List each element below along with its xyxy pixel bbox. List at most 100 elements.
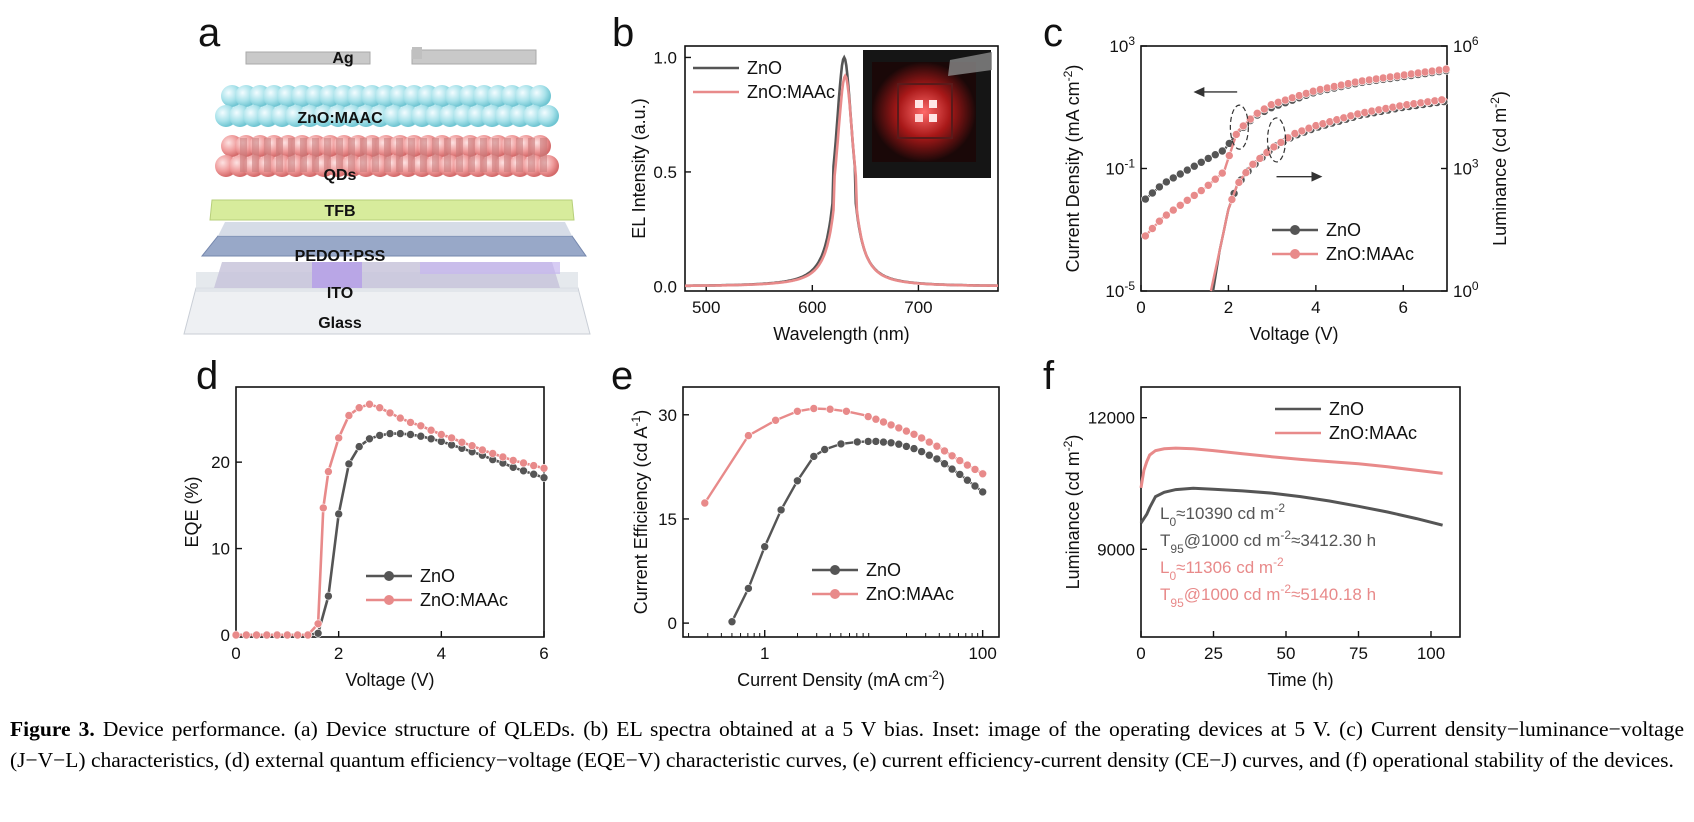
series-line-0 [1139,486,1443,527]
inset-pixel-4 [929,114,937,122]
series-point-3-0 [1227,195,1237,204]
panel-b-label: b [612,11,634,55]
series-point-1-30 [529,461,539,470]
series-point-1-13 [1232,130,1241,139]
series-point-1-0 [231,630,241,640]
series-point-1-10 [324,467,333,476]
series-point-1-7 [863,412,873,421]
series-point-0-4 [1169,173,1178,183]
series-line-1 [685,73,998,288]
series-point-1-20 [963,460,972,470]
series-point-0-10 [1211,150,1220,159]
series-point-1-30 [1350,77,1360,87]
panel-e-label: e [611,354,633,398]
series-point-1-6 [842,406,851,416]
annotation-2: L0≈11306 cd m-2 [1160,555,1284,583]
series-point-1-33 [1371,74,1381,84]
qd-ligand [516,138,523,172]
x-tick-label-3: 6 [539,644,548,663]
series-point-1-14 [365,399,374,409]
layer-label-glass: Glass [318,315,362,332]
series-point-0-8 [1197,158,1206,167]
x-tick-label-1: 2 [1224,298,1233,317]
series-point-1-19 [955,456,965,465]
series-point-0-13 [365,434,374,444]
x-axis-label: Voltage (V) [345,670,434,690]
qd-ligand [540,138,547,172]
pedot-top [218,222,572,236]
series-point-0-11 [344,459,354,469]
y2-tick-label-0: 100 [1453,279,1479,301]
series-point-0-9 [863,437,873,446]
legend-label-1: ZnO:MAAc [747,82,835,102]
series-point-1-29 [1343,79,1353,88]
y-axis-label: EL Intensity (a.u.) [629,98,649,238]
series-point-1-1 [744,431,753,440]
series-point-1-27 [1329,82,1339,91]
series-point-1-4 [272,630,282,640]
inset-pixel-3 [915,114,923,122]
series-point-1-11 [1218,168,1227,178]
legend-marker-1 [830,589,840,599]
series-line-1 [703,407,984,504]
series-point-0-12 [886,438,896,448]
series-point-0-16 [917,447,926,456]
y-tick-label-0: 9000 [1097,540,1135,559]
qd-ligand [456,138,463,172]
layer-label-pedot: PEDOT:PSS [295,248,386,265]
series-point-1-11 [894,423,904,433]
series-point-1-8 [871,414,881,424]
series-point-0-30 [539,473,549,483]
series-point-0-0 [727,617,737,627]
y-axis-label: Current Efficiency (cd A-1) [629,410,651,614]
y-tick-label-1: 12000 [1088,409,1135,428]
qd-ligand [408,138,415,172]
series-point-1-12 [1225,151,1234,160]
series-point-3-30 [1437,95,1447,105]
legend-label-1: ZnO:MAAc [866,584,954,604]
annotation-arrowhead-right [1311,171,1323,182]
series-point-1-2 [1155,216,1164,226]
series-point-1-3 [793,406,802,416]
series-point-0-4 [793,476,802,486]
series-point-1-15 [924,437,934,447]
annotation-0: L0≈10390 cd m-2 [1160,501,1285,529]
series-point-0-6 [1183,165,1192,175]
series-point-0-24 [978,487,988,497]
inset-probe [948,52,992,76]
series-point-1-10 [1211,174,1220,184]
glass-slab [183,287,591,335]
legend-marker-0 [830,565,840,575]
qd-ligand [300,138,307,172]
qd-ligand [336,138,343,172]
series-point-1-5 [825,404,835,414]
series-point-1-2 [252,630,261,640]
legend-marker-0 [384,571,394,581]
series-point-0-13 [894,439,904,449]
caption-text: Device performance. (a) Device structure… [10,717,1684,772]
series-point-0-19 [426,434,436,444]
series-point-0-19 [940,459,949,469]
y-axis-label: Luminance (cd m-2) [1061,435,1083,590]
series-point-1-5 [1176,201,1185,210]
ag-electrode-right [411,49,537,65]
series-point-3-4 [1255,154,1265,163]
y-tick-label-2: 30 [658,406,677,425]
series-point-0-15 [909,444,919,453]
panel-f-label: f [1043,354,1055,398]
x-tick-label-0: 0 [1136,298,1145,317]
legend-marker-1 [384,595,394,605]
series-point-0-11 [1218,146,1227,156]
y-tick-label-1: 15 [658,510,677,529]
series-point-0-28 [519,466,528,476]
series-point-1-14 [1239,121,1248,131]
series-point-1-21 [436,430,446,439]
series-point-1-26 [488,449,498,458]
y-axis-label: Current Density (mA cm-2) [1061,65,1083,273]
legend-marker-1 [1290,249,1300,259]
series-point-1-8 [313,619,323,629]
panel-c-label: c [1043,11,1063,55]
series-point-0-23 [970,481,980,491]
y-tick-label-2: 103 [1109,34,1135,56]
series-point-3-3 [1248,160,1258,169]
